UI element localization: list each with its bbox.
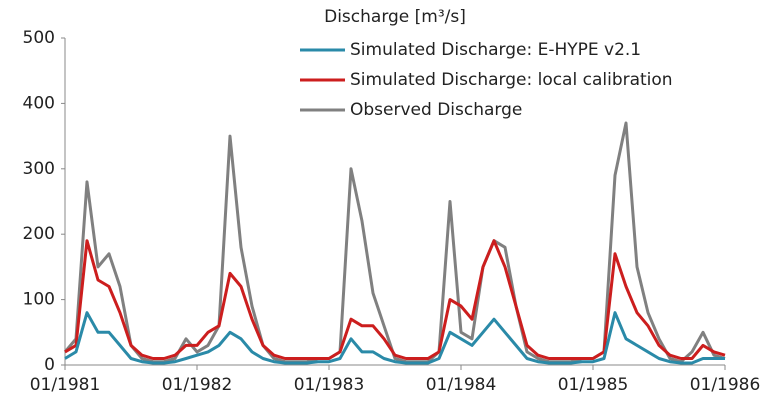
y-tick-label: 400 xyxy=(23,93,55,113)
y-tick-label: 100 xyxy=(23,290,55,310)
x-tick-label: 01/1985 xyxy=(558,375,629,395)
y-tick-label: 200 xyxy=(23,224,55,244)
x-tick-label: 01/1983 xyxy=(294,375,365,395)
x-tick-label: 01/1982 xyxy=(162,375,233,395)
y-tick-label: 300 xyxy=(23,159,55,179)
y-tick-label: 0 xyxy=(44,355,55,375)
series-line xyxy=(64,239,726,360)
chart-title: Discharge [m³/s] xyxy=(324,7,466,27)
x-tick-label: 01/1984 xyxy=(426,375,497,395)
legend-label: Observed Discharge xyxy=(350,100,522,120)
x-tick-label: 01/1986 xyxy=(690,375,761,395)
series-line xyxy=(64,311,725,365)
legend-label: Simulated Discharge: local calibration xyxy=(350,70,673,90)
legend-label: Simulated Discharge: E-HYPE v2.1 xyxy=(350,40,641,60)
series-line xyxy=(63,121,726,364)
y-tick-label: 500 xyxy=(23,28,55,48)
x-tick-label: 01/1981 xyxy=(30,375,101,395)
